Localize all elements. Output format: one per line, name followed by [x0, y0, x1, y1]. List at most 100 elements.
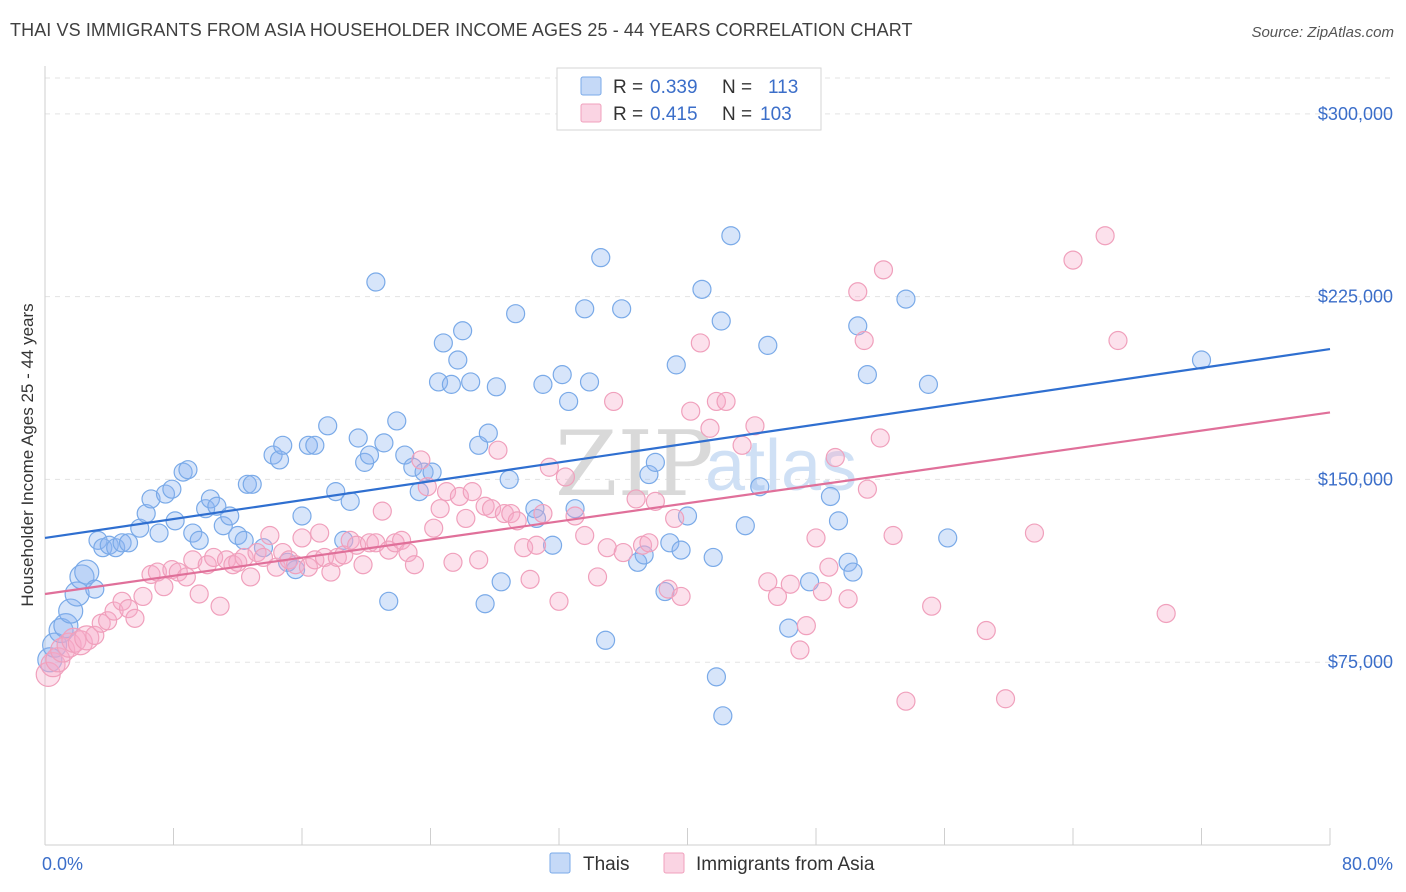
data-point-pink — [819, 557, 839, 577]
data-point-pink — [706, 391, 727, 412]
data-point-pink — [780, 574, 800, 594]
data-point-blue — [735, 516, 755, 536]
data-point-pink — [732, 435, 752, 455]
legend-r-label-2: R = — [613, 104, 643, 125]
data-point-pink — [456, 508, 476, 529]
data-point-pink — [98, 611, 118, 631]
data-point-blue — [334, 530, 354, 550]
data-point-pink — [1024, 523, 1045, 543]
data-point-pink — [353, 555, 373, 575]
data-point-blue — [118, 533, 139, 553]
data-point-blue — [189, 530, 209, 550]
data-point-blue — [58, 598, 84, 624]
bottom-legend-swatch-asia — [663, 852, 685, 874]
trend-lines — [44, 347, 1331, 596]
x-tick-label-left: 0.0% — [42, 854, 83, 874]
data-point-pink — [626, 489, 646, 509]
data-point-pink — [449, 486, 470, 507]
legend-r-value-1: 0.339 — [650, 77, 698, 98]
data-point-pink — [690, 333, 710, 353]
data-point-pink — [976, 620, 996, 641]
data-point-pink — [424, 518, 444, 538]
data-point-pink — [896, 691, 916, 711]
data-point-pink — [310, 523, 330, 543]
data-point-blue — [666, 355, 686, 375]
data-point-blue — [85, 579, 105, 599]
chart-title: THAI VS IMMIGRANTS FROM ASIA HOUSEHOLDER… — [10, 20, 913, 40]
data-point-blue — [178, 460, 198, 480]
data-point-blue — [348, 428, 368, 448]
data-point-blue — [918, 374, 939, 394]
data-point-pink — [796, 616, 816, 636]
chart-source: Source: ZipAtlas.com — [1251, 24, 1394, 41]
data-point-blue — [711, 311, 731, 331]
data-point-pink — [298, 557, 319, 577]
trend-line-pink — [44, 411, 1331, 596]
data-point-blue — [273, 435, 293, 455]
data-point-pink — [854, 330, 874, 351]
axes: $75,000 $150,000 $225,000 $300,000 — [44, 66, 1393, 846]
x-tick-label-right: 80.0% — [1342, 854, 1393, 874]
data-point-pink — [1095, 226, 1115, 246]
data-point-pink — [372, 501, 392, 521]
data-point-pink — [1063, 250, 1083, 270]
data-point-pink — [176, 567, 196, 587]
data-point-blue — [506, 304, 526, 324]
data-point-pink — [639, 533, 659, 553]
data-point-blue — [612, 299, 632, 319]
data-point-pink — [555, 467, 576, 487]
data-point-blue — [453, 321, 473, 341]
data-point-blue — [542, 535, 563, 555]
data-point-blue — [565, 499, 585, 519]
bottom-legend-label-asia: Immigrants from Asia — [696, 854, 875, 875]
series-legend: Thais Immigrants from Asia — [549, 852, 875, 875]
data-point-pink — [767, 586, 788, 607]
data-point-blue — [575, 299, 595, 319]
data-point-blue — [838, 552, 858, 572]
data-point-pink — [118, 599, 139, 619]
data-point-pink — [665, 508, 685, 529]
data-point-blue — [292, 506, 312, 526]
data-point-blue — [486, 377, 506, 397]
data-point-blue — [671, 540, 691, 560]
data-point-pink — [575, 525, 595, 546]
data-point-pink — [260, 525, 280, 546]
legend-r-label-1: R = — [613, 77, 643, 98]
data-point-blue — [441, 374, 461, 394]
data-point-pink — [671, 586, 691, 607]
trend-line-blue — [44, 347, 1331, 540]
data-point-blue — [579, 372, 600, 392]
data-point-pink — [273, 542, 293, 563]
data-point-pink — [681, 401, 701, 421]
data-point-blue — [713, 706, 733, 726]
data-point-pink — [549, 591, 569, 611]
data-point-blue — [374, 433, 394, 453]
data-point-blue — [639, 464, 659, 485]
data-point-blue — [645, 452, 665, 472]
data-point-blue — [213, 516, 233, 536]
data-point-pink — [873, 260, 894, 280]
data-point-pink — [1156, 603, 1176, 624]
data-point-pink — [488, 440, 508, 460]
data-point-pink — [825, 447, 845, 468]
data-point-pink — [857, 479, 878, 499]
data-point-pink — [411, 450, 431, 470]
data-point-blue — [433, 333, 453, 353]
data-point-pink — [597, 538, 617, 558]
data-point-pink — [133, 586, 153, 607]
data-point-blue — [857, 365, 878, 385]
data-point-blue — [634, 545, 654, 565]
data-point-blue — [799, 572, 820, 592]
data-point-pink — [154, 577, 174, 597]
data-point-pink — [700, 418, 720, 438]
data-point-blue — [591, 248, 611, 268]
data-point-blue — [758, 335, 778, 355]
data-point-blue — [207, 496, 227, 516]
data-point-blue — [843, 562, 863, 582]
data-point-blue — [305, 435, 325, 455]
legend-swatch-pink — [580, 103, 602, 123]
data-point-blue — [149, 523, 169, 543]
data-point-pink — [183, 550, 203, 570]
data-point-blue — [112, 533, 132, 553]
